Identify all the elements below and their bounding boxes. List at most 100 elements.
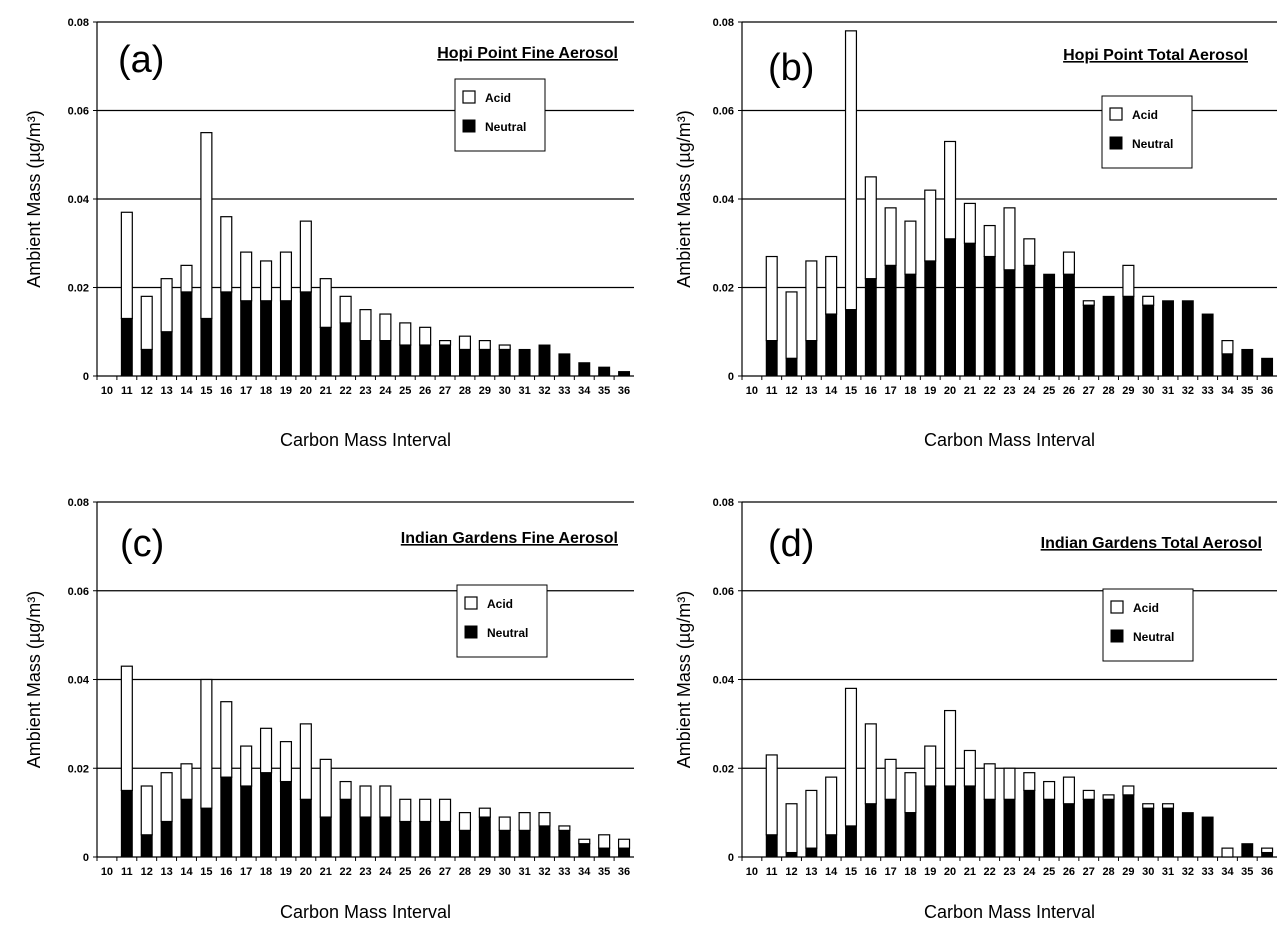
x-tick-label: 20 <box>300 385 312 397</box>
bar-acid <box>498 816 511 831</box>
bar-neutral <box>1102 798 1115 858</box>
bar-neutral <box>1062 273 1075 377</box>
bar-neutral <box>765 834 778 858</box>
bar-acid <box>120 211 133 320</box>
legend-label-neutral: Neutral <box>1132 137 1173 151</box>
x-tick-label: 30 <box>1142 385 1154 397</box>
x-tick-label: 13 <box>160 866 172 878</box>
x-tick-label: 21 <box>964 385 976 397</box>
bar-neutral <box>1201 816 1214 858</box>
y-tick-label: 0.08 <box>68 17 89 29</box>
y-tick-label: 0 <box>83 371 89 383</box>
x-tick-label: 32 <box>538 866 550 878</box>
legend: Acid Neutral <box>456 584 548 658</box>
legend-swatch-neutral <box>1110 629 1124 643</box>
y-tick-label: 0 <box>83 852 89 864</box>
bar-neutral <box>1082 304 1095 377</box>
bar-acid <box>319 278 332 328</box>
bar-neutral <box>1142 304 1155 377</box>
bar-acid <box>279 251 293 302</box>
x-tick-label: 18 <box>904 866 916 878</box>
bar-neutral <box>498 348 511 377</box>
bar-acid <box>765 754 778 836</box>
bar-neutral <box>538 344 551 377</box>
x-tick-label: 32 <box>1182 866 1194 878</box>
bar-neutral <box>518 829 531 858</box>
bar-acid <box>220 701 233 778</box>
bar-neutral <box>1023 789 1036 858</box>
x-tick-label: 13 <box>160 385 172 397</box>
legend-label-acid: Acid <box>1133 601 1159 615</box>
x-tick-label: 27 <box>1083 866 1095 878</box>
bar-acid <box>1062 251 1075 275</box>
bar-neutral <box>180 291 193 377</box>
bar-neutral <box>578 362 591 377</box>
legend-box <box>1102 588 1194 662</box>
bar-acid <box>765 255 778 342</box>
bar-acid <box>200 678 213 809</box>
bar-acid <box>438 798 452 823</box>
x-tick-label: 35 <box>598 385 610 397</box>
legend-box <box>1101 95 1193 169</box>
x-tick-label: 30 <box>499 866 511 878</box>
y-tick-label: 0.02 <box>68 283 89 295</box>
bar-neutral <box>140 834 153 858</box>
x-tick-label: 24 <box>379 385 392 397</box>
bar-acid <box>419 798 432 823</box>
y-axis-label: Ambient Mass (µg/m³) <box>674 591 694 768</box>
y-axis-label: Ambient Mass (µg/m³) <box>674 110 694 287</box>
x-tick-label: 31 <box>1162 866 1174 878</box>
bar-acid <box>805 789 818 849</box>
bar-acid <box>399 798 412 823</box>
bar-acid <box>339 780 352 800</box>
bar-neutral <box>1122 794 1135 858</box>
bar-neutral <box>845 825 857 858</box>
bar-neutral <box>240 300 253 377</box>
bar-neutral <box>1142 807 1155 858</box>
legend-label-neutral: Neutral <box>1133 630 1174 644</box>
bar-neutral <box>944 785 957 858</box>
x-tick-label: 27 <box>1083 385 1095 397</box>
bar-neutral <box>558 829 571 858</box>
bar-neutral <box>180 798 193 858</box>
bar-neutral <box>864 803 877 858</box>
x-tick-label: 13 <box>805 385 817 397</box>
bar-acid <box>1023 238 1036 266</box>
bar-neutral <box>1221 353 1234 377</box>
x-tick-label: 14 <box>825 385 838 397</box>
bar-acid <box>160 772 173 823</box>
x-tick-label: 11 <box>121 385 133 397</box>
x-tick-label: 11 <box>121 866 133 878</box>
bar-neutral <box>598 847 611 858</box>
bar-neutral <box>1201 313 1214 377</box>
bar-acid <box>558 825 571 831</box>
bar-acid <box>180 763 193 800</box>
x-tick-label: 12 <box>785 385 797 397</box>
legend-box <box>454 78 546 152</box>
x-tick-label: 21 <box>320 385 332 397</box>
bar-neutral <box>558 353 571 377</box>
x-tick-label: 36 <box>1261 866 1273 878</box>
chart-panel-c: 0 0.02 0.04 0.06 0.08 10 11 12 13 14 15 16 17 18 19 20 2… <box>24 497 634 922</box>
bar-neutral <box>1023 264 1036 377</box>
x-tick-label: 31 <box>518 866 530 878</box>
x-tick-label: 18 <box>260 385 272 397</box>
bar-neutral <box>498 829 511 858</box>
y-tick-label: 0.08 <box>68 497 89 509</box>
legend-label-neutral: Neutral <box>485 120 526 134</box>
bar-neutral <box>825 313 838 377</box>
x-tick-label: 28 <box>459 385 471 397</box>
x-tick-label: 19 <box>924 866 936 878</box>
bar-neutral <box>279 300 292 377</box>
bar-neutral <box>963 785 976 858</box>
bar-neutral <box>1122 295 1135 377</box>
x-tick-label: 16 <box>865 866 877 878</box>
bar-neutral <box>359 340 372 377</box>
legend-box <box>456 584 548 658</box>
bar-neutral <box>458 348 471 377</box>
bar-acid <box>200 132 213 320</box>
x-tick-label: 33 <box>558 385 570 397</box>
y-tick-label: 0.06 <box>68 586 89 598</box>
y-tick-label: 0.04 <box>713 194 735 206</box>
x-axis-label: Carbon Mass Interval <box>280 430 451 450</box>
